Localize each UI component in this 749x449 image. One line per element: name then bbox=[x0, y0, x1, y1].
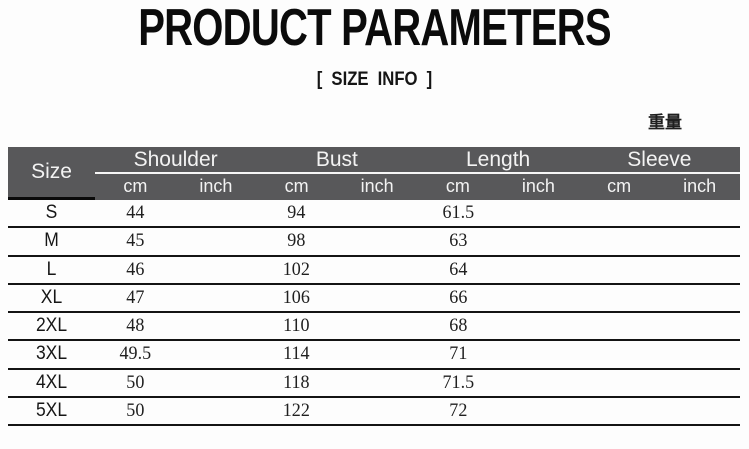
bust-group-header: Bust bbox=[315, 148, 358, 171]
bust-cm-cell: 118 bbox=[283, 371, 310, 393]
table-row: XL 47 106 66 bbox=[8, 285, 740, 313]
page-title: PRODUCT PARAMETERS bbox=[138, 0, 611, 57]
length-cm-cell: 64 bbox=[448, 258, 467, 280]
length-cm-cell: 71.5 bbox=[442, 371, 474, 393]
length-cm-cell: 63 bbox=[448, 230, 467, 252]
table-row: S 44 94 61.5 bbox=[8, 200, 740, 229]
shoulder-cm-cell: 46 bbox=[126, 258, 145, 280]
size-cell: M bbox=[44, 230, 59, 252]
sleeve-group-header: Sleeve bbox=[627, 148, 692, 171]
size-cell: L bbox=[46, 258, 57, 280]
length-cm-cell: 66 bbox=[448, 286, 467, 308]
shoulder-cm-cell: 48 bbox=[126, 315, 145, 337]
table-body: S 44 94 61.5 M 45 98 63 L 46 102 bbox=[8, 200, 740, 426]
weight-label: 重量 bbox=[648, 113, 682, 132]
table-row: 4XL 50 118 71.5 bbox=[8, 370, 740, 398]
bust-cm-cell: 122 bbox=[283, 399, 311, 421]
table-row: M 45 98 63 bbox=[8, 228, 740, 257]
shoulder-cm-cell: 50 bbox=[126, 371, 145, 393]
shoulder-cm-cell: 50 bbox=[126, 399, 145, 421]
bust-cm-cell: 94 bbox=[287, 202, 306, 224]
shoulder-inch-header: inch bbox=[199, 176, 233, 196]
group-header-row: Shoulder Bust Length Sleeve bbox=[95, 147, 740, 174]
bust-cm-cell: 98 bbox=[287, 230, 306, 252]
length-cm-cell: 61.5 bbox=[442, 202, 474, 224]
size-column-header: Size bbox=[8, 147, 95, 200]
size-cell: 4XL bbox=[35, 371, 68, 393]
length-group-header: Length bbox=[466, 148, 531, 171]
shoulder-cm-cell: 49.5 bbox=[119, 343, 152, 365]
size-cell: XL bbox=[40, 286, 63, 308]
size-cell: 3XL bbox=[35, 343, 68, 365]
size-table: Size Shoulder Bust Length Sleeve cm inch… bbox=[8, 147, 740, 426]
shoulder-group-header: Shoulder bbox=[133, 148, 218, 171]
bust-cm-cell: 106 bbox=[283, 286, 311, 308]
length-cm-cell: 68 bbox=[448, 315, 467, 337]
length-inch-header: inch bbox=[521, 176, 555, 196]
table-row: 5XL 50 122 72 bbox=[8, 398, 740, 426]
size-cell: S bbox=[45, 202, 58, 224]
bust-cm-cell: 114 bbox=[283, 343, 310, 365]
table-header: Size Shoulder Bust Length Sleeve cm inch… bbox=[8, 147, 740, 200]
length-cm-header: cm bbox=[445, 176, 470, 196]
length-cm-cell: 71 bbox=[448, 343, 467, 365]
bust-inch-header: inch bbox=[360, 176, 394, 196]
length-cm-cell: 72 bbox=[448, 399, 467, 421]
size-cell: 2XL bbox=[35, 315, 68, 337]
table-row: 3XL 49.5 114 71 bbox=[8, 341, 740, 370]
table-row: 2XL 48 110 68 bbox=[8, 313, 740, 342]
bust-cm-header: cm bbox=[284, 176, 309, 196]
sleeve-inch-header: inch bbox=[683, 176, 717, 196]
bust-cm-cell: 102 bbox=[283, 258, 311, 280]
shoulder-cm-cell: 47 bbox=[126, 286, 145, 308]
shoulder-cm-cell: 45 bbox=[126, 230, 145, 252]
size-info-subtitle: [ SIZE INFO ] bbox=[316, 69, 433, 90]
unit-header-row: cm inch cm inch cm inch cm inch bbox=[95, 174, 740, 200]
table-row: L 46 102 64 bbox=[8, 257, 740, 285]
shoulder-cm-cell: 44 bbox=[126, 202, 145, 224]
shoulder-cm-header: cm bbox=[123, 176, 148, 196]
measurement-headers: Shoulder Bust Length Sleeve cm inch cm i… bbox=[95, 147, 740, 200]
size-cell: 5XL bbox=[35, 399, 68, 421]
bust-cm-cell: 110 bbox=[283, 315, 310, 337]
sleeve-cm-header: cm bbox=[607, 176, 632, 196]
